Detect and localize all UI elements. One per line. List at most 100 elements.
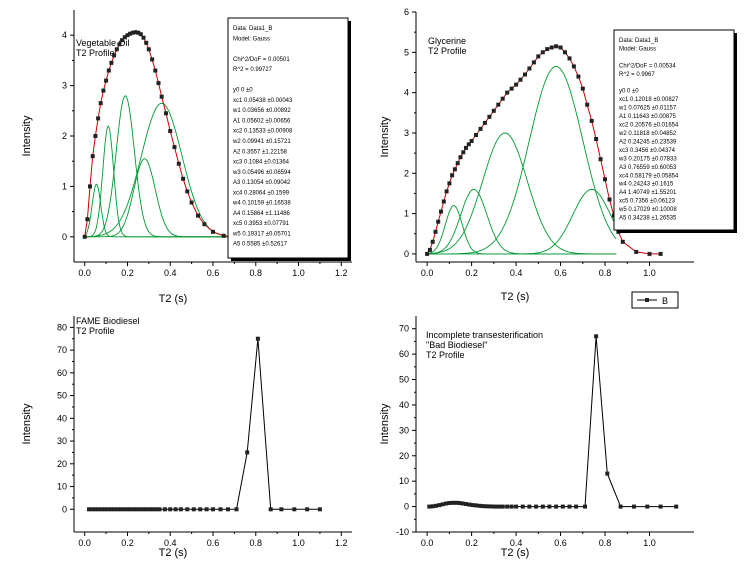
x-tick-label: 0.8 (250, 268, 263, 278)
x-tick-label: 0.4 (164, 538, 177, 548)
y-tick-label: 0 (62, 504, 67, 514)
data-point (101, 88, 106, 93)
data-point (455, 161, 460, 166)
data-point (117, 42, 122, 47)
data-point (122, 35, 127, 40)
data-point (658, 504, 663, 509)
data-point (487, 114, 492, 119)
chart-panel-0: 0.0 0.2 0.4 0.6 0.8 1.0 1.2 0 1 2 3 4 T2 (s) Intensit… (21, 10, 352, 305)
data-point (131, 507, 136, 512)
chart-title-line: T2 Profile (76, 48, 115, 58)
data-point (125, 33, 130, 38)
data-point (434, 503, 438, 508)
data-point (430, 239, 435, 244)
data-point (454, 500, 458, 505)
data-point (255, 336, 260, 341)
fit-parameter-line: w5 0.19317 ±0.05701 (232, 231, 291, 237)
x-axis-label: T2 (s) (159, 547, 188, 559)
fit-parameter-line: w4 0.24243 ±0.1615 (618, 182, 674, 188)
data-point (603, 177, 607, 182)
data-point (96, 507, 101, 512)
y-tick-label: 40 (399, 400, 409, 410)
chart-title-line: Incomplete transesterification (426, 330, 543, 340)
data-point (144, 40, 149, 45)
data-point (135, 507, 140, 512)
data-point (571, 64, 576, 69)
fit-parameter-line: xc1 0.12018 ±0.00827 (619, 97, 679, 103)
data-point (157, 507, 162, 512)
chart-title-line: "Bad Biodiesel" (426, 340, 487, 350)
x-tick-label: 0.0 (421, 268, 434, 278)
data-point (120, 38, 125, 43)
fit-parameter-line: w2 0.09941 ±0.15721 (232, 139, 291, 145)
data-point (480, 504, 485, 509)
data-point (618, 504, 623, 509)
data-point (90, 154, 95, 159)
fit-parameter-line: xc3 0.1084 ±0.01364 (233, 160, 290, 166)
data-point (450, 500, 455, 505)
data-point (82, 234, 87, 239)
y-tick-label: 10 (57, 482, 67, 492)
x-tick-label: 0.2 (465, 538, 478, 548)
y-tick-label: 0 (404, 502, 409, 512)
data-point (487, 504, 492, 509)
data-point (112, 53, 117, 58)
y-tick-label: 60 (399, 349, 409, 359)
data-point (567, 504, 572, 509)
data-point (461, 150, 466, 155)
y-tick-label: -10 (396, 527, 409, 537)
data-point (133, 30, 138, 35)
y-axis-label: Intensity (21, 403, 33, 444)
data-point (136, 30, 141, 35)
data-point (141, 35, 146, 40)
data-point (464, 145, 468, 150)
data-point (156, 81, 161, 86)
data-point (218, 507, 223, 512)
data-point (128, 31, 133, 36)
data-point (474, 503, 478, 508)
fit-parameter-line: w5 0.17029 ±0.10008 (618, 207, 677, 213)
fit-parameter-line: A4 0.15864 ±1.11486 (233, 211, 291, 217)
data-point (491, 108, 496, 113)
data-point (554, 504, 559, 509)
chart-title-line: FAME Biodiesel (76, 316, 140, 326)
data-point (447, 501, 452, 505)
data-point (87, 507, 91, 512)
x-tick-label: 0.0 (78, 268, 91, 278)
data-point (647, 251, 652, 256)
data-point (268, 507, 273, 512)
y-tick-label: 0 (404, 249, 409, 259)
fit-parameter-line: A2 0.3557 ±1.22158 (233, 149, 288, 155)
data-point (576, 74, 581, 79)
x-tick-label: 0.8 (599, 538, 612, 548)
data-point (128, 507, 133, 512)
data-point (305, 507, 310, 512)
data-point (560, 504, 565, 509)
x-tick-label: 0.4 (164, 268, 177, 278)
data-point (196, 213, 200, 218)
x-tick-label: 0.4 (510, 268, 523, 278)
data-point (520, 504, 525, 509)
fit-parameter-line: Model: Gauss (233, 36, 270, 42)
x-tick-label: 0.6 (554, 538, 567, 548)
data-point (433, 229, 438, 234)
data-point (112, 507, 117, 512)
series-line (89, 338, 320, 510)
data-point (574, 504, 579, 509)
x-tick-label: 0.6 (207, 538, 220, 548)
data-point (147, 507, 152, 512)
y-tick-label: 40 (57, 413, 67, 423)
data-point (90, 507, 95, 512)
data-point (106, 68, 111, 73)
x-tick-label: 1.0 (643, 538, 656, 548)
y-tick-label: 50 (57, 391, 67, 401)
data-point (245, 450, 250, 455)
data-point (427, 247, 432, 252)
x-tick-label: 1.0 (643, 268, 656, 278)
chart-title-line: T2 Profile (426, 350, 465, 360)
x-tick-label: 0.2 (121, 538, 134, 548)
data-point (470, 503, 475, 508)
data-point (460, 501, 465, 506)
data-point (527, 504, 532, 509)
